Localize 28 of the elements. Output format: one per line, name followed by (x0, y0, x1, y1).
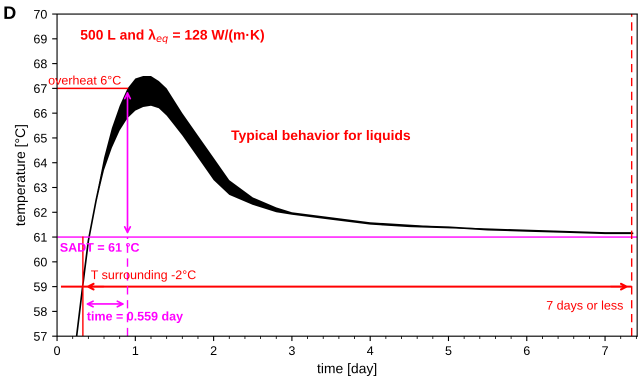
x-tick-label: 1 (132, 346, 138, 355)
x-tick-label: 5 (446, 346, 452, 356)
y-tick-label: 63 (34, 183, 47, 192)
y-tick-label: 57 (34, 332, 47, 341)
y-tick-label: 58 (34, 307, 47, 316)
x-tick-label: 6 (524, 346, 530, 356)
x-tick-label: 4 (367, 346, 374, 355)
y-tick-label: 61 (34, 232, 47, 242)
x-tick-label: 7 (602, 346, 608, 355)
x-tick-label: 3 (288, 346, 295, 356)
y-tick-label: 69 (34, 34, 47, 44)
x-tick-label: 2 (210, 346, 216, 355)
y-tick-label: 60 (34, 258, 47, 266)
ref-line-label: 7 days or less (546, 300, 623, 312)
y-tick-label: 65 (34, 134, 47, 143)
y-axis-title: temperature [°C] (14, 125, 28, 226)
annotation: 500 L and λ$_{eq}$ = 128 W/(m·K) (80, 29, 264, 44)
y-tick-label: 67 (34, 84, 47, 94)
y-tick-label: 68 (34, 59, 47, 68)
x-axis-title: time [day] (317, 363, 376, 376)
y-tick-label: 64 (34, 158, 47, 168)
y-tick-label: 62 (34, 208, 47, 217)
annotation: Typical behavior for liquids (231, 130, 410, 143)
y-tick-label: 70 (34, 10, 47, 19)
text: D (4, 6, 16, 19)
y-tick-label: 59 (34, 282, 47, 292)
y-tick-label: 66 (34, 108, 47, 118)
x-tick-label: 0 (54, 346, 60, 356)
